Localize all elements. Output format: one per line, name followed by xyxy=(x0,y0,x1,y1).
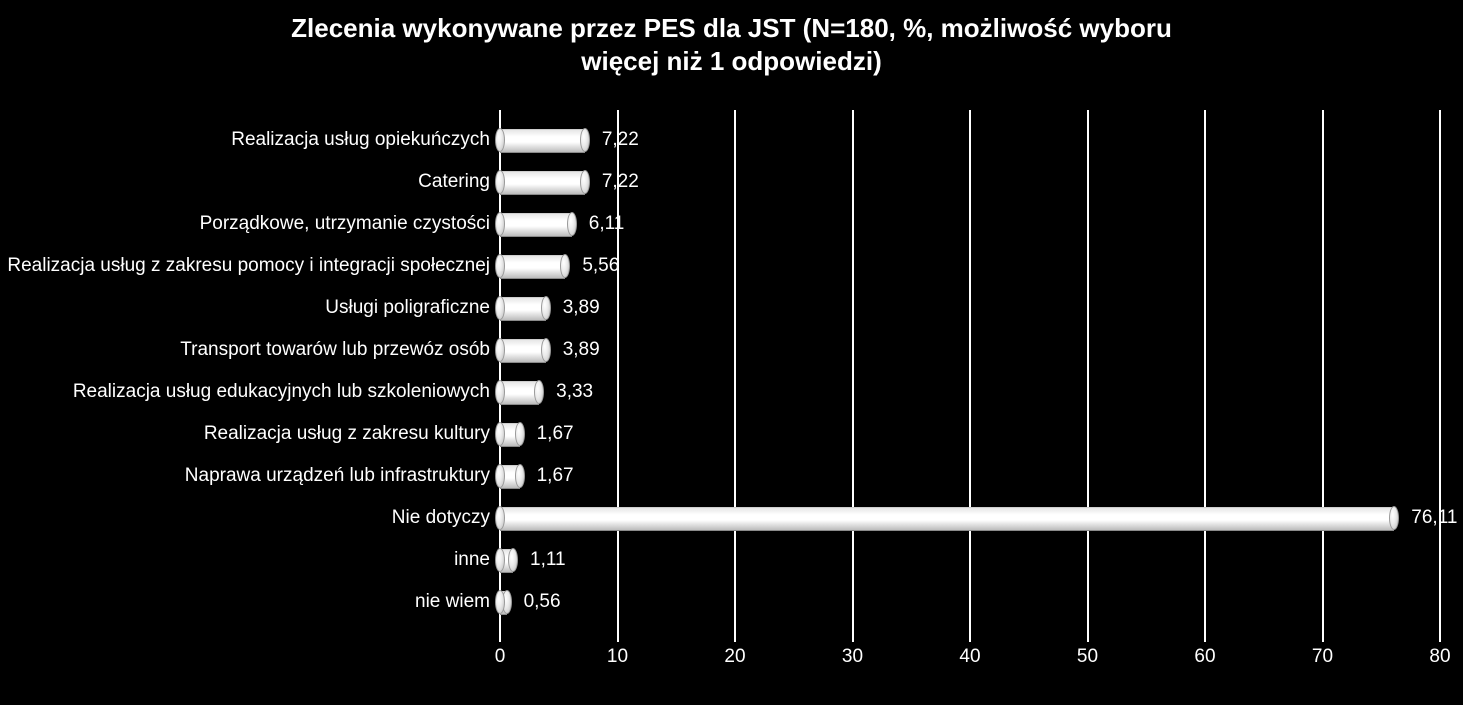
chart-title: Zlecenia wykonywane przez PES dla JST (N… xyxy=(0,12,1463,77)
x-tick xyxy=(969,634,971,642)
x-tick-label: 80 xyxy=(1429,646,1450,668)
x-tick xyxy=(1087,634,1089,642)
category-label: Nie dotyczy xyxy=(392,507,490,529)
x-tick-label: 70 xyxy=(1312,646,1333,668)
category-label: Transport towarów lub przewóz osób xyxy=(180,339,490,361)
category-label: Realizacja usług z zakresu pomocy i inte… xyxy=(7,255,490,277)
bar-cap-start xyxy=(495,464,505,488)
bar-cap xyxy=(580,128,590,152)
bar-cap-start xyxy=(495,128,505,152)
category-label: Naprawa urządzeń lub infrastruktury xyxy=(185,465,490,487)
bar-cap xyxy=(560,254,570,278)
category-label: Realizacja usług opiekuńczych xyxy=(231,129,490,151)
value-label: 3,89 xyxy=(563,339,600,361)
value-label: 6,11 xyxy=(589,213,625,235)
x-tick-label: 0 xyxy=(495,646,506,668)
x-tick xyxy=(734,634,736,642)
x-tick-label: 60 xyxy=(1194,646,1215,668)
category-label: inne xyxy=(454,549,490,571)
bar-cap-start xyxy=(495,296,505,320)
category-label: Porządkowe, utrzymanie czystości xyxy=(200,213,490,235)
x-tick xyxy=(1322,634,1324,642)
plot-area: 010203040506070807,227,226,115,563,893,8… xyxy=(500,110,1440,680)
chart-container: Zlecenia wykonywane przez PES dla JST (N… xyxy=(0,0,1463,705)
gridline xyxy=(1322,110,1324,634)
value-label: 7,22 xyxy=(602,129,639,151)
bar xyxy=(500,339,546,363)
gridline xyxy=(969,110,971,634)
bar-cap xyxy=(515,464,525,488)
bar-cap-start xyxy=(495,506,505,530)
bar-cap xyxy=(567,212,577,236)
bar-cap-start xyxy=(495,590,505,614)
bar xyxy=(500,129,585,153)
bar-cap xyxy=(515,422,525,446)
x-tick-label: 30 xyxy=(842,646,863,668)
bar xyxy=(500,171,585,195)
gridline xyxy=(852,110,854,634)
bar-cap xyxy=(580,170,590,194)
category-label: nie wiem xyxy=(415,591,490,613)
value-label: 7,22 xyxy=(602,171,639,193)
bar-cap-start xyxy=(495,422,505,446)
value-label: 3,33 xyxy=(556,381,593,403)
category-label: Realizacja usług z zakresu kultury xyxy=(204,423,490,445)
bar-cap xyxy=(508,548,518,572)
bar-cap-start xyxy=(495,338,505,362)
value-label: 1,67 xyxy=(537,423,574,445)
bar xyxy=(500,507,1394,531)
category-label: Realizacja usług edukacyjnych lub szkole… xyxy=(73,381,490,403)
value-label: 3,89 xyxy=(563,297,600,319)
value-label: 0,56 xyxy=(524,591,561,613)
x-tick xyxy=(1204,634,1206,642)
x-tick xyxy=(1439,634,1441,642)
value-label: 76,11 xyxy=(1411,507,1457,529)
x-tick-label: 50 xyxy=(1077,646,1098,668)
category-label: Catering xyxy=(418,171,490,193)
bar xyxy=(500,255,565,279)
bar-cap xyxy=(534,380,544,404)
gridline xyxy=(1439,110,1441,634)
bar-cap-start xyxy=(495,212,505,236)
bar-cap xyxy=(541,296,551,320)
gridline xyxy=(734,110,736,634)
value-label: 1,67 xyxy=(537,465,574,487)
bar-cap-start xyxy=(495,380,505,404)
x-tick-label: 20 xyxy=(724,646,745,668)
category-label: Usługi poligraficzne xyxy=(325,297,490,319)
x-tick xyxy=(499,634,501,642)
bar-cap xyxy=(541,338,551,362)
x-tick xyxy=(852,634,854,642)
x-tick-label: 10 xyxy=(607,646,628,668)
value-label: 1,11 xyxy=(530,549,566,571)
bar-cap-start xyxy=(495,170,505,194)
value-label: 5,56 xyxy=(582,255,619,277)
x-tick xyxy=(617,634,619,642)
bar xyxy=(500,297,546,321)
x-tick-label: 40 xyxy=(959,646,980,668)
gridline xyxy=(1204,110,1206,634)
gridline xyxy=(1087,110,1089,634)
bar xyxy=(500,213,572,237)
bar-cap xyxy=(1389,506,1399,530)
bar-cap-start xyxy=(495,548,505,572)
bar-cap-start xyxy=(495,254,505,278)
